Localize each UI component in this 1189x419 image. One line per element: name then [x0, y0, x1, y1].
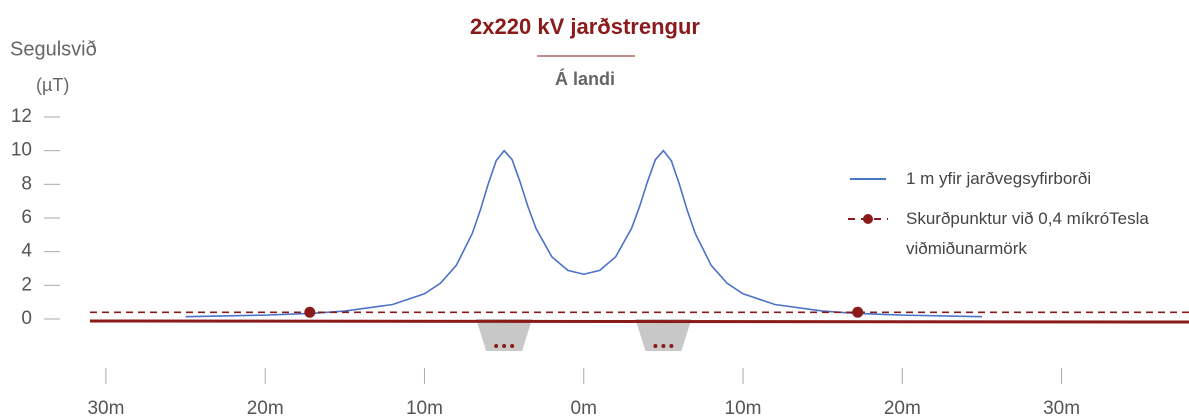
legend: 1 m yfir jarðvegsyfirborði Skurðpunktur … [846, 168, 1189, 278]
chart-title: 2x220 kV jarðstrengur [470, 14, 700, 39]
y-tick-label: 4 [21, 241, 32, 262]
crossing-point [304, 306, 316, 318]
legend-symbol [848, 214, 888, 224]
x-tick-label: 10m [725, 398, 762, 419]
cable [494, 344, 499, 348]
x-tick-label: 10m [406, 398, 443, 419]
y-tick-label: 8 [21, 173, 32, 194]
y-axis-label: Segulsvið [10, 38, 97, 60]
legend-symbol [850, 178, 886, 180]
trench [635, 319, 692, 351]
y-tick-label: 0 [21, 308, 32, 329]
x-tick-label: 30m [87, 398, 124, 419]
legend-item: 1 m yfir jarðvegsyfirborði [846, 168, 1189, 194]
cable [653, 344, 658, 348]
ground-line [89, 319, 1189, 324]
y-tick-label: 2 [21, 274, 32, 295]
legend-label: Skurðpunktur við 0,4 míkróTesla viðmiðun… [906, 209, 1149, 258]
cable [502, 344, 507, 348]
legend-label: 1 m yfir jarðvegsyfirborði [906, 169, 1092, 188]
cable [669, 344, 674, 348]
x-tick-label: 20m [247, 398, 284, 419]
legend-dot [863, 214, 873, 224]
y-tick-label: 10 [11, 140, 32, 161]
x-tick-label: 20m [884, 398, 921, 419]
y-axis-unit: (µT) [36, 75, 69, 95]
x-tick-label: 0m [571, 398, 597, 419]
trench [476, 319, 533, 351]
x-tick-label: 30m [1043, 398, 1080, 419]
chart-subtitle: Á landi [555, 68, 615, 89]
y-tick-label: 12 [11, 106, 32, 127]
cable [510, 344, 515, 348]
cable [661, 344, 666, 348]
series-line [185, 149, 982, 318]
y-tick-label: 6 [21, 207, 32, 228]
crossing-point [852, 306, 864, 318]
legend-item: Skurðpunktur við 0,4 míkróTesla viðmiðun… [846, 208, 1189, 264]
